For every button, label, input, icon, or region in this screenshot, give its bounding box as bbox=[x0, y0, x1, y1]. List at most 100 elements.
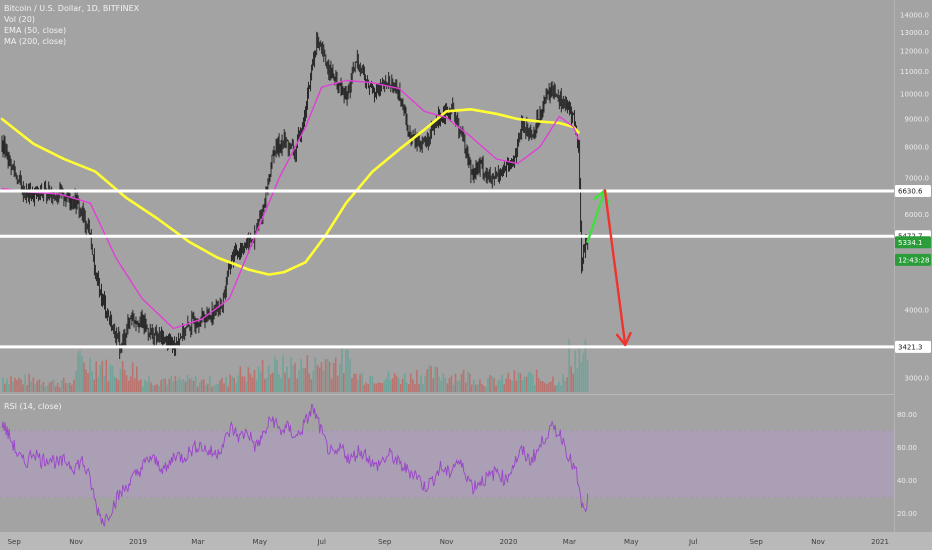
main-pane-bg bbox=[0, 0, 894, 393]
volume-bar bbox=[83, 362, 85, 392]
volume-bar bbox=[334, 357, 337, 392]
volume-bar bbox=[572, 373, 574, 392]
volume-bar bbox=[367, 384, 369, 392]
volume-bar bbox=[152, 385, 154, 392]
volume-bar bbox=[483, 385, 485, 392]
volume-bar bbox=[584, 339, 587, 392]
volume-bar bbox=[499, 379, 501, 392]
volume-bar bbox=[552, 376, 554, 392]
volume-bar bbox=[444, 377, 447, 392]
volume-bar bbox=[71, 384, 73, 392]
volume-bar bbox=[52, 379, 55, 392]
volume-bar bbox=[470, 384, 473, 392]
volume-bar bbox=[178, 377, 181, 392]
volume-bar bbox=[292, 365, 294, 392]
volume-bar bbox=[217, 383, 219, 392]
volume-bar bbox=[239, 366, 242, 392]
volume-bar bbox=[253, 369, 256, 392]
volume-bar bbox=[215, 384, 217, 392]
volume-bar bbox=[158, 386, 160, 392]
volume-bar bbox=[369, 376, 371, 392]
volume-bar bbox=[517, 372, 520, 392]
volume-bar bbox=[119, 368, 122, 392]
volume-bar bbox=[521, 380, 524, 392]
volume-bar bbox=[442, 373, 445, 392]
volume-bar bbox=[308, 373, 311, 392]
volume-bar bbox=[105, 359, 108, 392]
volume-bar bbox=[10, 376, 12, 392]
volume-bar bbox=[548, 382, 550, 392]
chart-title: Bitcoin / U.S. Dollar, 1D, BITFINEX bbox=[4, 4, 140, 13]
volume-bar bbox=[164, 378, 166, 392]
horizontal-levels[interactable] bbox=[0, 189, 894, 349]
volume-bar bbox=[219, 380, 221, 392]
volume-bar bbox=[87, 373, 89, 392]
volume-bar bbox=[46, 385, 49, 392]
volume-bar bbox=[280, 377, 282, 392]
volume-bar bbox=[4, 383, 6, 392]
legend-rsi: RSI (14, close) bbox=[4, 401, 62, 412]
volume-bar bbox=[345, 349, 347, 392]
volume-bar bbox=[28, 373, 30, 392]
volume-bar bbox=[564, 380, 566, 392]
volume-bar bbox=[113, 376, 116, 392]
volume-bar bbox=[341, 345, 343, 392]
rsi-axis-ticks: 20.00 40.00 60.00 80.00 bbox=[897, 411, 917, 518]
volume-bar bbox=[495, 385, 497, 392]
volume-bar bbox=[580, 361, 583, 392]
time-tick-label: Nov bbox=[440, 538, 454, 546]
volume-bar bbox=[16, 380, 18, 392]
volume-bar bbox=[42, 382, 45, 392]
volume-bar bbox=[460, 373, 463, 392]
volume-bar bbox=[509, 379, 512, 392]
volume-bar bbox=[274, 356, 276, 392]
volume-bar bbox=[225, 377, 227, 392]
volume-bar bbox=[523, 376, 526, 392]
price-tag-label: 12:43:28 bbox=[898, 256, 929, 264]
volume-bar bbox=[570, 366, 572, 392]
volume-bar bbox=[20, 379, 22, 392]
volume-bar bbox=[473, 379, 475, 392]
volume-bar bbox=[200, 379, 203, 392]
arrow-shaft[interactable] bbox=[586, 189, 607, 243]
volume-bar bbox=[391, 378, 394, 392]
volume-bar bbox=[180, 380, 183, 392]
price-tag bbox=[895, 185, 931, 197]
arrow-shaft[interactable] bbox=[603, 189, 627, 347]
volume-bar bbox=[207, 383, 209, 392]
volume-bar bbox=[227, 386, 229, 392]
time-tick-label: Mar bbox=[191, 538, 204, 546]
volume-bar bbox=[371, 375, 374, 392]
volume-bar bbox=[535, 369, 538, 392]
volume-bar bbox=[554, 385, 556, 392]
volume-bar bbox=[493, 378, 495, 392]
price-tick-label: 13000.0 bbox=[900, 29, 929, 37]
volume-bar bbox=[401, 378, 404, 392]
volume-bar bbox=[117, 380, 120, 392]
volume-bar bbox=[127, 380, 130, 392]
volume-bar bbox=[99, 365, 101, 392]
time-tick-label: Mar bbox=[563, 538, 576, 546]
volume-bar bbox=[546, 384, 548, 392]
volume-bar bbox=[77, 352, 79, 392]
volume-bar bbox=[576, 368, 579, 392]
volume-bar bbox=[507, 372, 510, 392]
volume-bar bbox=[73, 379, 75, 392]
price-tick-label: 11000.0 bbox=[900, 68, 929, 76]
volume-bar bbox=[359, 374, 361, 392]
volume-bar bbox=[298, 369, 300, 392]
volume-bar bbox=[406, 382, 408, 392]
volume-bar bbox=[529, 372, 532, 392]
rsi-tick-label: 40.00 bbox=[897, 477, 917, 485]
time-tick-label: Sep bbox=[8, 538, 22, 546]
volume-bar bbox=[462, 369, 465, 392]
volume-bar bbox=[503, 384, 505, 392]
volume-bar bbox=[109, 364, 112, 392]
volume-bar bbox=[14, 377, 16, 392]
volume-bar bbox=[162, 378, 164, 392]
volume-bar bbox=[265, 377, 268, 392]
volume-bar bbox=[95, 361, 97, 392]
arrow-head[interactable] bbox=[615, 331, 632, 347]
projection-arrows[interactable] bbox=[586, 189, 632, 347]
